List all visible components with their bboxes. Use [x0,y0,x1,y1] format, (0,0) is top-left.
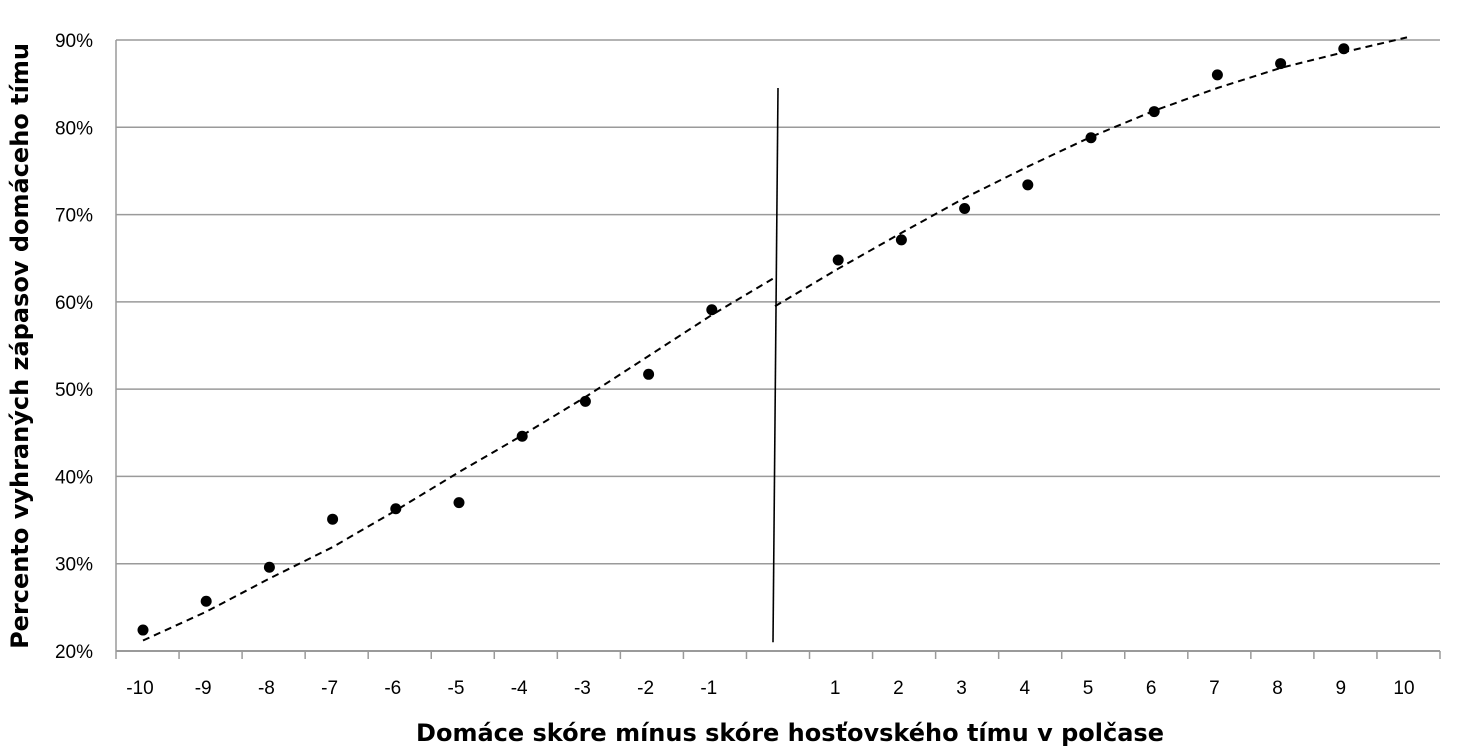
x-tick-label: -10 [126,678,153,699]
data-point [643,368,655,380]
y-tick-label: 90% [55,31,93,52]
x-tick-label: 8 [1272,678,1283,699]
data-point [390,503,402,515]
y-tick-labels: 20% 30% 40% 50% 60% 70% 80% 90% [55,31,93,663]
data-point [200,595,212,607]
grid-lines [116,39,1440,652]
y-tick-label: 60% [55,293,93,314]
y-tick-label: 80% [55,118,93,139]
data-point [579,395,591,407]
data-point [895,234,907,246]
data-point [1148,106,1160,118]
data-point [1085,132,1097,144]
data-point [327,513,339,525]
x-tick-label: -2 [637,678,654,699]
divider-line [772,87,779,643]
x-axis-title: Domáce skóre mínus skóre hosťovského tím… [416,719,1164,747]
data-point [1275,58,1287,70]
x-tick-label: 4 [1020,678,1031,699]
x-tick-label: 2 [893,678,904,699]
y-tick-label: 30% [55,555,93,576]
x-tick-label: 5 [1083,678,1094,699]
x-tick-label: -5 [448,678,465,699]
y-axis-title: Percento vyhraných zápasov domáceho tímu [6,43,34,649]
y-tick-label: 50% [55,380,93,401]
trend-line-left [142,276,776,642]
y-tick-label: 70% [55,206,93,227]
halftime-divider [772,87,779,643]
x-tick-label: 9 [1336,678,1347,699]
trend-lines [142,36,1408,642]
data-points [137,43,1350,636]
data-point [263,561,275,573]
y-tick-label: 20% [55,642,93,663]
data-point [1338,43,1350,55]
x-tick-label: 10 [1393,678,1414,699]
data-point [137,624,149,636]
x-tick-label: -6 [384,678,401,699]
data-point [516,430,528,442]
x-tick-label: -8 [258,678,275,699]
x-tick-label: 7 [1209,678,1220,699]
x-tick-label: 6 [1146,678,1157,699]
x-tick-label: -4 [511,678,528,699]
data-point [1211,69,1223,81]
data-point [832,254,844,266]
trend-line-right [774,36,1408,308]
x-tick-label: -9 [195,678,212,699]
x-tick-label: -7 [321,678,338,699]
x-tick-labels: -10 -9 -8 -7 -6 -5 -4 -3 -2 -1 1 2 3 4 5 6 7 8 9 10 [126,678,1414,699]
x-tick-label: 1 [830,678,841,699]
x-tick-label: -1 [700,678,717,699]
data-point [1022,179,1034,191]
data-point [453,497,465,509]
data-point [706,304,718,316]
data-point [959,202,971,214]
y-tick-label: 40% [55,467,93,488]
x-tick-label: 3 [956,678,967,699]
x-axis [115,40,1441,659]
x-tick-label: -3 [574,678,591,699]
